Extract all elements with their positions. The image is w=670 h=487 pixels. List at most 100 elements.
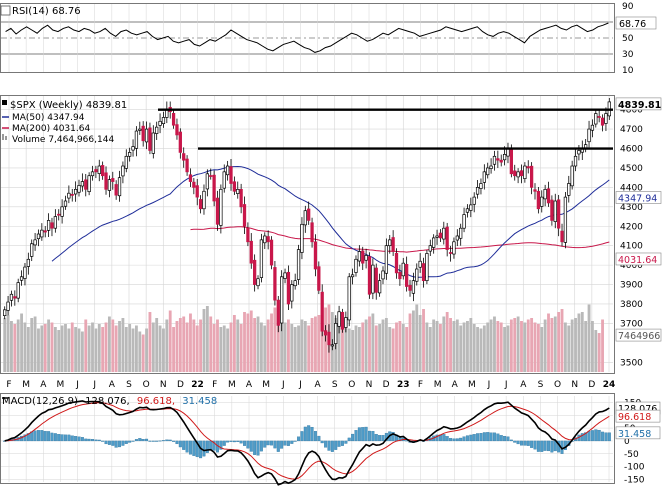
candle-body — [509, 147, 513, 175]
volume-bar — [303, 321, 307, 372]
volume-bar — [300, 319, 304, 372]
macd-hist-bar — [249, 440, 253, 452]
candle-body — [259, 239, 264, 278]
volume-bar — [97, 324, 101, 372]
volume-bar — [411, 310, 415, 372]
candle-body — [286, 271, 291, 305]
price-side-tag-box — [615, 191, 662, 204]
candle-body — [280, 276, 284, 324]
price-tick-label: 4100 — [620, 242, 643, 252]
candle-body — [597, 116, 601, 118]
volume-bar — [550, 318, 554, 372]
volume-bar — [540, 327, 544, 372]
macd-hist-bar — [371, 431, 375, 442]
macd-hist-bar — [320, 440, 324, 444]
candle-body — [155, 126, 159, 134]
volume-bar — [13, 324, 17, 372]
price-tick-label: 4300 — [620, 203, 643, 213]
macd-hist-bar — [138, 438, 142, 442]
candle-body — [563, 196, 568, 243]
macd-hist-bar — [590, 430, 594, 442]
candle-body — [310, 222, 314, 243]
macd-hist-bar — [236, 440, 240, 442]
candle-body — [198, 199, 203, 210]
volume-bar — [462, 322, 466, 372]
price-tick-label: 3800 — [620, 300, 643, 310]
macd-hist-bar — [547, 440, 551, 452]
volume-bar — [114, 325, 118, 372]
macd-hist-bar — [229, 440, 233, 442]
macd-hist-bar — [594, 429, 598, 442]
macd-hist-bar — [347, 437, 351, 442]
x-tick-label: A — [314, 380, 321, 390]
candle-body — [523, 165, 527, 179]
volume-bar — [432, 319, 436, 372]
candle-body — [134, 130, 139, 149]
volume-bar — [3, 318, 7, 372]
candle-body — [229, 166, 233, 184]
volume-bar — [266, 319, 270, 372]
macd-hist-bar — [330, 440, 334, 452]
x-tick-label: J — [487, 380, 491, 390]
candle-body — [141, 125, 145, 142]
candle-body — [84, 179, 88, 190]
price-side-tag: 4031.64 — [618, 255, 657, 266]
macd-hist-bar — [148, 440, 152, 442]
volume-bar — [259, 322, 263, 372]
volume-bar — [371, 313, 375, 372]
candle-body — [222, 171, 226, 189]
macd-hist-bar — [209, 440, 213, 451]
candle-body — [104, 172, 108, 190]
macd-hist-bar — [87, 438, 91, 442]
candle-body — [117, 177, 122, 197]
macd-hist-bar — [516, 440, 520, 445]
x-tick-label: F — [212, 380, 217, 390]
volume-bar — [222, 325, 226, 372]
volume-bar — [584, 321, 588, 372]
volume-bar — [101, 327, 105, 372]
macd-hist-bar — [266, 440, 270, 446]
macd-hist-bar — [145, 438, 149, 442]
macd-hist-bar — [256, 440, 260, 456]
macd-hist-bar — [246, 440, 250, 449]
macd-tick-label: -50 — [624, 450, 639, 460]
macd-hist-bar — [60, 434, 64, 442]
candle-body — [138, 128, 142, 131]
x-tick-label: 22 — [191, 380, 204, 390]
volume-bar — [64, 324, 67, 372]
volume-bar — [428, 327, 432, 372]
candle-body — [19, 276, 24, 281]
macd-hist-bar — [243, 440, 247, 446]
macd-hist-bar — [587, 430, 591, 442]
volume-bar — [212, 324, 216, 372]
volume-bar — [425, 322, 429, 372]
candle-body — [405, 263, 409, 287]
volume-bar — [47, 319, 51, 372]
candle-body — [445, 226, 449, 250]
volume-bar — [563, 322, 567, 372]
macd-hist-bar — [391, 432, 395, 442]
volume-bar — [442, 316, 446, 372]
x-tick-label: J — [92, 380, 96, 390]
candle-body — [371, 264, 375, 294]
volume-bar — [496, 321, 500, 372]
volume-bar — [594, 330, 598, 372]
candle-body — [6, 301, 10, 311]
rsi-panel: 9070503010 RSI(14) 68.76 68.76 — [0, 2, 657, 76]
volume-bar — [337, 319, 341, 372]
volume-bar — [384, 318, 388, 372]
volume-bar — [499, 322, 503, 372]
price-tick-label: 4500 — [620, 164, 643, 174]
candle-body — [347, 276, 351, 321]
candle-body — [26, 258, 30, 267]
macd-hist-bar — [118, 440, 122, 448]
candle-body — [482, 171, 486, 183]
macd-hist-bar — [77, 436, 81, 442]
price-side-tag: 7464966 — [618, 331, 660, 342]
candle-body — [303, 210, 307, 226]
macd-hist-bar — [492, 432, 496, 442]
volume-bar — [40, 325, 44, 372]
candle-body — [158, 120, 162, 126]
volume-bar — [209, 316, 213, 372]
macd-tick-label: -100 — [624, 463, 645, 473]
